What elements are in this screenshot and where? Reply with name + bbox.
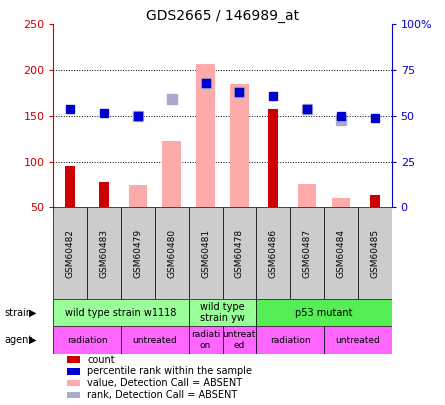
Bar: [189, 299, 256, 326]
Bar: [67, 356, 81, 363]
Text: ▶: ▶: [29, 335, 36, 345]
Text: GSM60483: GSM60483: [100, 228, 109, 278]
Bar: [370, 196, 380, 207]
Bar: [53, 299, 189, 326]
Text: percentile rank within the sample: percentile rank within the sample: [87, 366, 252, 376]
Text: count: count: [87, 354, 115, 364]
Bar: [256, 299, 392, 326]
Bar: [67, 368, 81, 375]
Text: rank, Detection Call = ABSENT: rank, Detection Call = ABSENT: [87, 390, 238, 400]
Bar: [290, 207, 324, 299]
Bar: [332, 198, 350, 207]
Bar: [155, 207, 189, 299]
Text: ▶: ▶: [29, 308, 36, 318]
Bar: [162, 141, 181, 207]
Text: radiation: radiation: [270, 336, 311, 345]
Bar: [121, 207, 155, 299]
Bar: [222, 207, 256, 299]
Text: wild type strain w1118: wild type strain w1118: [65, 308, 177, 318]
Bar: [121, 326, 189, 354]
Text: radiation: radiation: [67, 336, 108, 345]
Bar: [324, 207, 358, 299]
Text: GSM60487: GSM60487: [303, 228, 312, 278]
Text: GSM60485: GSM60485: [370, 228, 379, 278]
Bar: [196, 64, 215, 207]
Text: GSM60481: GSM60481: [201, 228, 210, 278]
Text: GSM60480: GSM60480: [167, 228, 176, 278]
Bar: [53, 326, 121, 354]
Bar: [222, 326, 256, 354]
Text: GSM60486: GSM60486: [269, 228, 278, 278]
Bar: [268, 109, 278, 207]
Text: GSM60484: GSM60484: [336, 229, 345, 278]
Bar: [65, 166, 75, 207]
Bar: [67, 380, 81, 386]
Bar: [129, 185, 147, 207]
Text: p53 mutant: p53 mutant: [295, 308, 353, 318]
Bar: [256, 326, 324, 354]
Bar: [298, 183, 316, 207]
Bar: [189, 207, 222, 299]
Bar: [230, 84, 249, 207]
Bar: [256, 207, 290, 299]
Text: strain: strain: [4, 308, 32, 318]
Text: agent: agent: [4, 335, 32, 345]
Text: GSM60482: GSM60482: [66, 229, 75, 278]
Text: GSM60478: GSM60478: [235, 228, 244, 278]
Bar: [67, 392, 81, 398]
Text: radiati
on: radiati on: [191, 330, 220, 350]
Bar: [53, 207, 87, 299]
Text: value, Detection Call = ABSENT: value, Detection Call = ABSENT: [87, 378, 243, 388]
Text: wild type
strain yw: wild type strain yw: [200, 302, 245, 324]
Bar: [99, 182, 109, 207]
Bar: [324, 326, 392, 354]
Bar: [358, 207, 392, 299]
Title: GDS2665 / 146989_at: GDS2665 / 146989_at: [146, 9, 299, 23]
Text: GSM60479: GSM60479: [134, 228, 142, 278]
Text: untreat
ed: untreat ed: [223, 330, 256, 350]
Text: untreated: untreated: [133, 336, 177, 345]
Bar: [87, 207, 121, 299]
Text: untreated: untreated: [336, 336, 380, 345]
Bar: [189, 326, 222, 354]
